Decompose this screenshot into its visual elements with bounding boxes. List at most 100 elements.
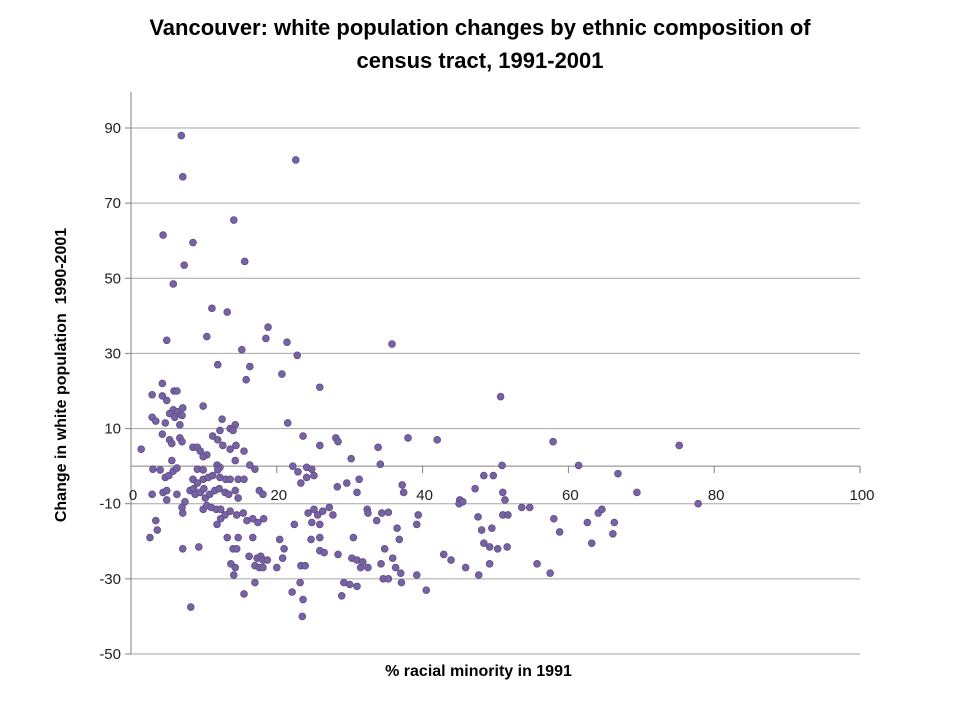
scatter-point — [153, 526, 162, 534]
scatter-point — [318, 507, 327, 516]
scatter-point — [216, 426, 224, 435]
scatter-point — [203, 332, 211, 341]
scatter-point — [158, 430, 167, 439]
scatter-point — [299, 595, 307, 604]
scatter-point — [240, 257, 249, 266]
scatter-point — [398, 481, 406, 489]
scatter-point — [232, 511, 241, 519]
scatter-point — [173, 490, 181, 499]
scatter-point — [259, 490, 267, 499]
scatter-point — [216, 514, 225, 523]
scatter-point — [471, 484, 479, 493]
scatter-point — [245, 552, 253, 561]
scatter-point — [310, 505, 318, 514]
scatter-point — [263, 556, 272, 564]
scatter-point — [355, 475, 363, 484]
scatter-point — [404, 434, 412, 442]
scatter-point — [290, 520, 299, 529]
scatter-point — [388, 554, 397, 562]
x-tick-label: 80 — [708, 487, 725, 504]
x-tick-label: 60 — [562, 487, 579, 504]
scatter-point — [388, 340, 396, 348]
scatter-point — [218, 415, 226, 423]
scatter-point — [474, 571, 483, 579]
scatter-point — [609, 529, 617, 538]
scatter-point — [296, 578, 304, 587]
scatter-point — [180, 261, 189, 269]
scatter-point — [533, 560, 541, 568]
scatter-point — [280, 544, 288, 553]
scatter-point — [240, 590, 248, 598]
scatter-point — [159, 231, 167, 239]
scatter-point — [316, 533, 324, 542]
scatter-point — [137, 445, 146, 454]
x-tick-label: 0 — [129, 487, 137, 504]
scatter-point — [380, 544, 389, 553]
scatter-point — [546, 569, 554, 578]
scatter-point — [219, 441, 227, 450]
scatter-point — [251, 465, 259, 473]
scatter-point — [189, 238, 197, 247]
scatter-point — [146, 533, 154, 542]
scatter-point — [316, 383, 324, 392]
scatter-point — [156, 466, 164, 474]
scatter-point — [170, 413, 179, 422]
scatter-point — [299, 432, 307, 440]
scatter-point — [246, 362, 254, 371]
scatter-point — [232, 441, 240, 450]
y-tick-label: -10 — [99, 496, 121, 513]
x-tick-label: 100 — [849, 487, 874, 504]
scatter-point — [374, 443, 382, 452]
scatter-point — [149, 465, 157, 473]
scatter-point — [297, 479, 305, 487]
scatter-point — [229, 426, 237, 435]
scatter-point — [278, 554, 287, 562]
scatter-point — [395, 535, 404, 544]
scatter-point — [384, 575, 393, 583]
y-tick-label: -50 — [99, 646, 121, 663]
scatter-point — [501, 496, 509, 504]
scatter-point — [329, 511, 337, 519]
scatter-point — [208, 471, 217, 480]
scatter-point — [240, 447, 248, 455]
scatter-point — [162, 486, 171, 495]
scatter-point — [223, 533, 232, 542]
scatter-point — [461, 563, 470, 572]
scatter-point — [694, 499, 702, 508]
scatter-point — [275, 535, 284, 544]
scatter-point — [239, 509, 248, 517]
scatter-point — [242, 375, 250, 384]
scatter-point — [229, 216, 238, 224]
scatter-point — [178, 544, 187, 553]
scatter-point — [158, 379, 167, 388]
scatter-point — [384, 508, 393, 517]
x-tick-label: 20 — [270, 487, 287, 504]
scatter-point — [301, 561, 310, 570]
scatter-point — [574, 461, 583, 470]
scatter-point — [488, 524, 496, 532]
scatter-point — [550, 514, 558, 523]
scatter-point — [223, 308, 232, 316]
scatter-point — [517, 503, 526, 512]
scatter-point — [412, 520, 421, 529]
scatter-point — [307, 465, 316, 473]
scatter-point — [396, 569, 405, 578]
scatter-point — [377, 560, 385, 568]
scatter-point — [549, 437, 557, 446]
scatter-point — [234, 533, 242, 542]
scatter-point — [199, 452, 207, 461]
scatter-point — [178, 173, 187, 181]
scatter-point — [353, 488, 361, 497]
scatter-point — [248, 514, 257, 523]
scatter-point — [376, 460, 385, 469]
scatter-point — [161, 419, 170, 427]
scatter-point — [208, 432, 217, 440]
scatter-point — [320, 548, 328, 557]
scatter-point — [587, 539, 596, 547]
scatter-point — [359, 558, 367, 566]
scatter-point — [377, 509, 386, 517]
scatter-point — [422, 586, 431, 594]
scatter-point — [307, 518, 316, 527]
scatter-point — [302, 473, 311, 482]
scatter-point — [555, 528, 564, 536]
